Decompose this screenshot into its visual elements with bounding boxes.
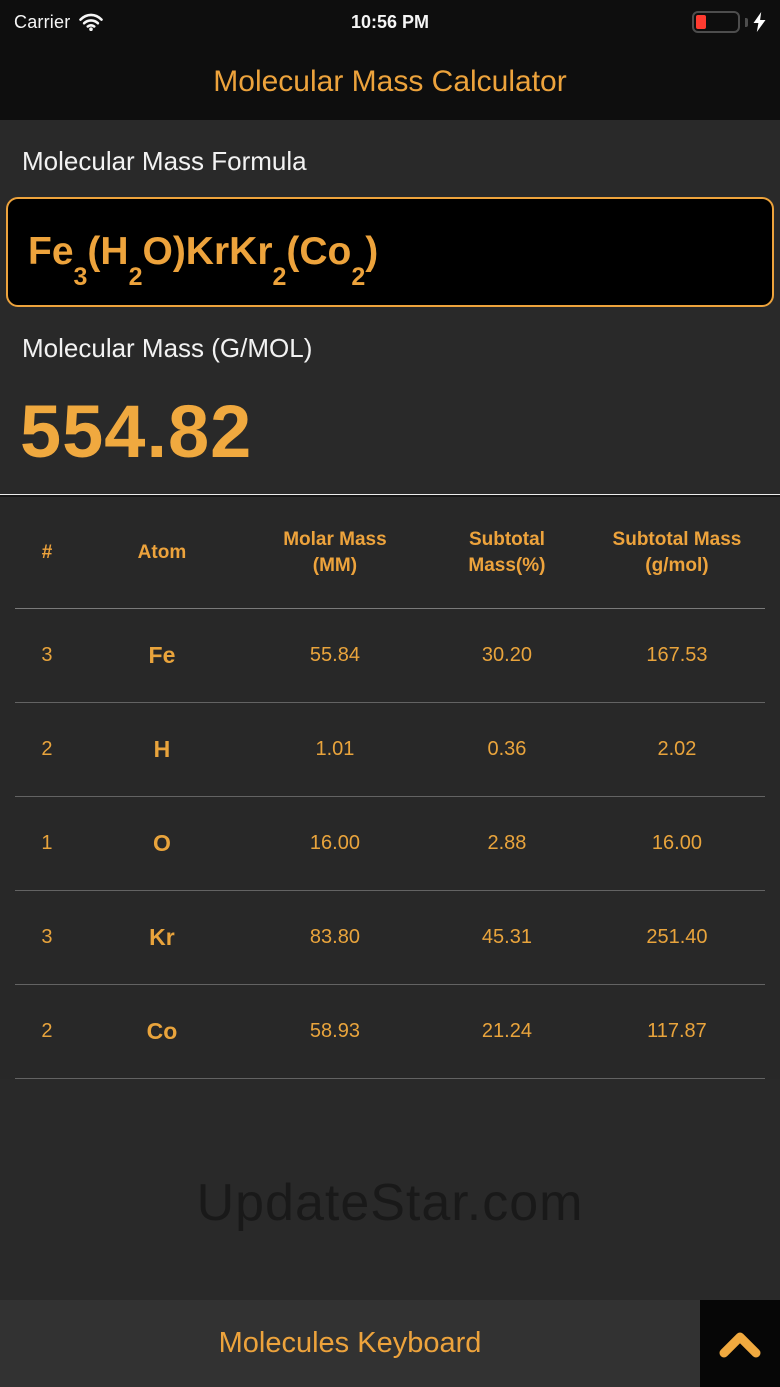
cell-atom: Kr	[149, 924, 175, 950]
cell-subtotal-mass: 16.00	[651, 832, 702, 854]
table-row: 2 Co 58.93 21.24 117.87	[15, 985, 765, 1079]
formula-subscript: 2	[351, 262, 366, 291]
watermark: UpdateStar.com	[196, 1174, 584, 1232]
cell-molar-mass: 83.80	[309, 926, 360, 948]
cell-subtotal-mass: 117.87	[647, 1020, 707, 1042]
keyboard-bar-label: Molecules Keyboard	[218, 1327, 482, 1359]
cell-molar-mass: 16.00	[309, 832, 360, 854]
table-row: 3 Kr 83.80 45.31 251.40	[15, 891, 765, 985]
table-row: 1 O 16.00 2.88 16.00	[15, 797, 765, 891]
column-header: Subtotal Mass(%)	[468, 528, 546, 576]
cell-count: 2	[41, 738, 53, 760]
cell-count: 3	[41, 926, 53, 948]
table-header-row: # Atom Molar Mass (MM) Subtotal Mass(%) Subt…	[15, 497, 765, 609]
cell-molar-mass: 55.84	[309, 644, 360, 666]
column-header: #	[41, 541, 53, 563]
cell-subtotal-pct: 0.36	[487, 738, 527, 760]
formula-subscript: 2	[272, 262, 287, 291]
formula-text: Fe3(H2O)KrKr2(Co2)	[28, 230, 379, 289]
cell-subtotal-pct: 2.88	[487, 832, 527, 854]
cell-count: 1	[41, 832, 53, 854]
table-row: 3 Fe 55.84 30.20 167.53	[15, 609, 765, 703]
battery-icon	[692, 11, 740, 33]
cell-atom: O	[153, 830, 171, 856]
formula-segment: O)KrKr	[142, 230, 273, 273]
cell-atom: Fe	[148, 642, 176, 668]
result-label: Molecular Mass (G/MOL)	[22, 333, 313, 363]
page-title: Molecular Mass Calculator	[213, 65, 567, 98]
formula-subscript: 3	[73, 262, 88, 291]
battery-status	[692, 11, 766, 33]
formula-segment: (Co	[286, 230, 352, 273]
cell-molar-mass: 58.93	[309, 1020, 360, 1042]
formula-segment: )	[365, 230, 379, 273]
molecular-mass-value: 554.82	[20, 390, 253, 473]
cell-subtotal-pct: 30.20	[481, 644, 532, 666]
formula-input[interactable]: Fe3(H2O)KrKr2(Co2)	[6, 197, 774, 307]
charging-bolt-icon	[753, 12, 766, 32]
formula-label: Molecular Mass Formula	[22, 146, 307, 176]
formula-segment: Fe	[28, 230, 74, 273]
column-header: Subtotal Mass (g/mol)	[612, 528, 742, 576]
section-divider	[0, 494, 780, 497]
cell-atom: Co	[146, 1018, 178, 1044]
table-row: 2 H 1.01 0.36 2.02	[15, 703, 765, 797]
battery-nub	[745, 17, 748, 27]
cell-atom: H	[153, 736, 171, 762]
cell-count: 3	[41, 644, 53, 666]
formula-subscript: 2	[128, 262, 143, 291]
cell-subtotal-mass: 167.53	[646, 644, 708, 666]
keyboard-bar: Molecules Keyboard	[0, 1300, 780, 1387]
column-header: Atom	[137, 541, 187, 563]
column-header: Molar Mass (MM)	[283, 528, 387, 576]
cell-subtotal-pct: 21.24	[481, 1020, 532, 1042]
cell-subtotal-pct: 45.31	[481, 926, 532, 948]
cell-subtotal-mass: 2.02	[657, 738, 697, 760]
clock: 10:56 PM	[350, 11, 430, 32]
cell-molar-mass: 1.01	[315, 738, 355, 760]
formula-segment: (H	[87, 230, 129, 273]
atoms-table: # Atom Molar Mass (MM) Subtotal Mass(%) Subt…	[0, 497, 780, 1232]
app-header: Carrier 10:56 PM Molecular Mass Calculat…	[0, 0, 780, 120]
battery-level	[696, 15, 706, 29]
table-body: 3 Fe 55.84 30.20 167.53 2 H 1.01 0.36 2.02 1 O 16.00…	[15, 609, 765, 1079]
keyboard-toggle-button[interactable]	[700, 1300, 780, 1387]
wifi-icon	[79, 13, 104, 31]
carrier-label: Carrier	[14, 11, 71, 32]
status-bar: Carrier 10:56 PM	[0, 0, 780, 44]
cell-subtotal-mass: 251.40	[646, 926, 708, 948]
cell-count: 2	[41, 1020, 53, 1042]
chevron-up-icon	[719, 1332, 761, 1357]
